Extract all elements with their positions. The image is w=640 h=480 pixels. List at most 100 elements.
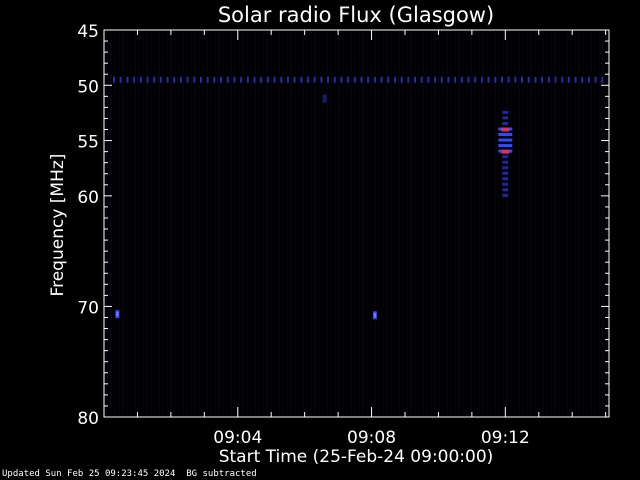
band-mark — [186, 76, 189, 83]
band-mark — [199, 76, 202, 83]
band-mark — [320, 76, 323, 83]
updated-timestamp: Updated Sun Feb 25 09:23:45 2024 — [2, 469, 176, 479]
band-mark — [220, 76, 223, 83]
burst-mark — [498, 133, 513, 137]
band-mark — [400, 76, 403, 83]
band-mark — [126, 76, 129, 83]
plot-area — [106, 32, 608, 415]
band-mark — [480, 76, 483, 83]
signal-spot-core — [373, 313, 376, 318]
band-mark — [159, 76, 162, 83]
band-mark — [360, 76, 363, 83]
band-mark — [434, 76, 437, 83]
band-mark — [487, 76, 490, 83]
axes: 45 50 55 60 70 80 09:04 09:08 09:12 — [77, 22, 610, 448]
band-mark — [454, 76, 457, 83]
y-tick-label: 45 — [77, 22, 99, 42]
band-mark — [574, 76, 577, 83]
band-mark — [139, 76, 142, 83]
band-mark — [260, 76, 263, 83]
x-tick-label: 09:12 — [481, 428, 530, 448]
bg-subtracted-note: BG subtracted — [186, 469, 257, 479]
band-mark — [521, 76, 524, 83]
burst-mark — [502, 166, 509, 170]
band-mark — [333, 76, 336, 83]
band-mark — [253, 76, 256, 83]
band-mark — [534, 76, 537, 83]
chart-title: Solar radio Flux (Glasgow) — [218, 3, 494, 27]
band-mark — [233, 76, 236, 83]
band-mark — [307, 76, 310, 83]
band-mark — [340, 76, 343, 83]
y-tick-label: 70 — [77, 298, 99, 318]
signal-spot-core — [116, 312, 119, 317]
band-mark — [407, 76, 410, 83]
y-axis-label: Frequency [MHz] — [48, 154, 68, 297]
band-mark — [440, 76, 443, 83]
band-mark — [300, 76, 303, 83]
band-mark — [514, 76, 517, 83]
burst-mark — [502, 188, 509, 192]
band-mark — [153, 76, 156, 83]
band-mark — [587, 76, 590, 83]
band-mark — [313, 76, 316, 83]
band-mark — [387, 76, 390, 83]
band-mark — [567, 76, 570, 83]
band-mark — [427, 76, 430, 83]
band-mark — [327, 76, 330, 83]
burst-mark — [502, 155, 509, 159]
band-mark — [541, 76, 544, 83]
band-mark — [113, 76, 116, 83]
band-mark — [133, 76, 136, 83]
band-mark — [293, 76, 296, 83]
band-mark — [547, 76, 550, 83]
band-mark — [193, 76, 196, 83]
band-mark — [527, 76, 530, 83]
burst-mark — [502, 121, 509, 125]
burst-mark — [498, 138, 513, 142]
band-mark — [367, 76, 370, 83]
band-mark — [500, 76, 503, 83]
burst-mark — [502, 116, 509, 120]
band-mark — [119, 76, 122, 83]
burst-mark — [498, 144, 513, 148]
band-mark — [380, 76, 383, 83]
band-mark — [273, 76, 276, 83]
burst-peak — [501, 149, 510, 154]
y-tick-label: 60 — [77, 188, 99, 208]
band-mark — [414, 76, 417, 83]
x-tick-label: 09:04 — [213, 428, 262, 448]
burst-mark — [502, 171, 509, 175]
burst-mark — [502, 110, 509, 114]
band-mark — [474, 76, 477, 83]
signal-spot — [322, 94, 327, 103]
band-mark — [420, 76, 423, 83]
band-mark — [554, 76, 557, 83]
plot-frame — [103, 29, 610, 418]
band-mark — [166, 76, 169, 83]
band-mark — [226, 76, 229, 83]
x-axis-label: Start Time (25-Feb-24 09:00:00) — [219, 447, 494, 467]
burst-mark — [502, 177, 509, 181]
band-mark — [447, 76, 450, 83]
band-mark — [213, 76, 216, 83]
burst-mark — [502, 193, 509, 197]
burst-peak — [501, 127, 510, 132]
y-tick-label: 50 — [77, 77, 99, 97]
band-mark — [601, 76, 604, 83]
band-mark — [206, 76, 209, 83]
band-mark — [146, 76, 149, 83]
burst-mark — [502, 160, 509, 164]
band-mark — [353, 76, 356, 83]
band-mark — [494, 76, 497, 83]
band-mark — [507, 76, 510, 83]
band-mark — [561, 76, 564, 83]
band-mark — [266, 76, 269, 83]
y-tick-label: 80 — [77, 409, 99, 429]
band-mark — [460, 76, 463, 83]
burst-mark — [502, 182, 509, 186]
band-mark — [373, 76, 376, 83]
band-mark — [246, 76, 249, 83]
band-mark — [173, 76, 176, 83]
